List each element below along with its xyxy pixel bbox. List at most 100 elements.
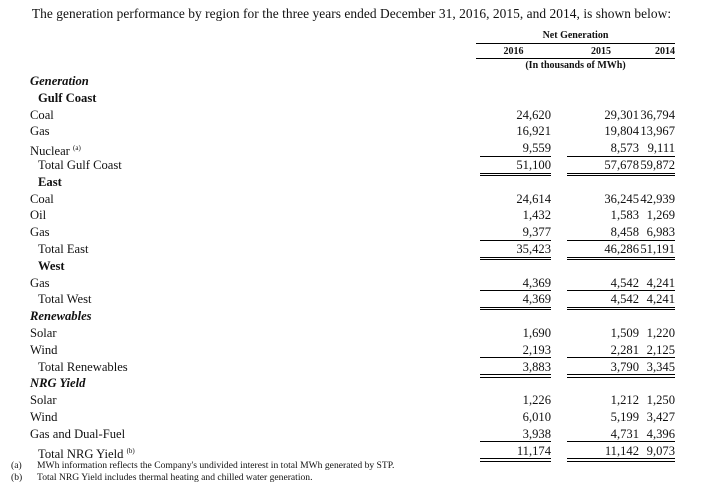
value-cell-2015: 4,542 bbox=[610, 292, 639, 307]
row-label-text: Renewables bbox=[30, 309, 92, 324]
table-row: Generation bbox=[0, 73, 703, 89]
value-cell-2014: 9,073 bbox=[646, 443, 675, 458]
row-label: Total Gulf Coast bbox=[38, 157, 122, 173]
double-underline bbox=[480, 172, 551, 174]
double-underline bbox=[567, 175, 639, 176]
row-label-text: Total NRG Yield bbox=[38, 446, 124, 461]
table-row: Total Gulf Coast 51,100 57,678 59,872 bbox=[0, 157, 703, 173]
subtotal-rule bbox=[567, 290, 639, 292]
value-cell-2014: 3,345 bbox=[646, 359, 675, 374]
value-cell-2015: 19,804 bbox=[604, 124, 639, 139]
value-cell-2016: 3,883 bbox=[522, 359, 551, 374]
value-cell-2016: 9,559 bbox=[522, 141, 551, 156]
row-label: Wind bbox=[30, 409, 57, 425]
table-row: West bbox=[0, 258, 703, 274]
table-row: Solar 1,690 1,509 1,220 bbox=[0, 325, 703, 341]
double-underline bbox=[611, 309, 675, 311]
row-label-text: NRG Yield bbox=[30, 376, 86, 391]
row-label-text: Total Gulf Coast bbox=[38, 158, 122, 172]
row-label: Oil bbox=[30, 207, 46, 223]
double-underline bbox=[567, 256, 639, 258]
table-row: East bbox=[0, 174, 703, 190]
value-cell-2016: 24,614 bbox=[516, 191, 551, 206]
header-year-2014: 2014 bbox=[655, 46, 675, 57]
row-label: Generation bbox=[30, 73, 89, 89]
value-cell-2014: 13,967 bbox=[640, 124, 675, 139]
row-label: Total Renewables bbox=[38, 359, 128, 375]
row-label-text: Nuclear bbox=[30, 144, 70, 159]
value-cell-2014: 1,269 bbox=[646, 208, 675, 223]
table-row: Coal 24,620 29,301 36,794 bbox=[0, 107, 703, 123]
double-underline bbox=[480, 458, 551, 460]
value-cell-2015: 57,678 bbox=[604, 158, 639, 172]
header-rule-mid bbox=[476, 58, 675, 59]
subtotal-rule bbox=[611, 441, 675, 443]
row-label-text: Total West bbox=[38, 292, 92, 307]
subtotal-rule bbox=[567, 155, 639, 157]
row-label: Total West bbox=[38, 291, 92, 307]
value-cell-2014: 4,396 bbox=[646, 426, 675, 441]
double-underline bbox=[567, 309, 639, 311]
subtotal-rule bbox=[480, 239, 551, 241]
row-label: Gas bbox=[30, 123, 50, 139]
row-label: Gulf Coast bbox=[38, 90, 96, 106]
double-underline bbox=[567, 460, 639, 462]
row-label: Gas bbox=[30, 275, 50, 291]
footnote-a-text: MWh information reflects the Company's u… bbox=[37, 460, 395, 471]
value-cell-2016: 2,193 bbox=[522, 342, 551, 357]
row-label-text: Total East bbox=[38, 242, 89, 256]
footnote-b-text: Total NRG Yield includes thermal heating… bbox=[37, 472, 313, 483]
double-underline bbox=[480, 306, 551, 308]
double-underline bbox=[480, 374, 551, 376]
row-label-text: Gulf Coast bbox=[38, 90, 97, 105]
row-label-text: Solar bbox=[30, 393, 57, 408]
value-cell-2015: 29,301 bbox=[604, 107, 639, 122]
value-cell-2016: 1,690 bbox=[522, 326, 551, 340]
double-underline bbox=[611, 306, 675, 308]
double-underline bbox=[480, 376, 551, 378]
row-label-text: West bbox=[38, 258, 65, 273]
row-label-text: Coal bbox=[30, 107, 54, 122]
subtotal-rule bbox=[480, 290, 551, 292]
row-label: Renewables bbox=[30, 308, 92, 324]
row-label-text: Wind bbox=[30, 342, 58, 357]
double-underline bbox=[480, 175, 551, 176]
table-row: Gas 9,377 8,458 6,983 bbox=[0, 224, 703, 240]
row-label-text: Wind bbox=[30, 410, 58, 424]
table-row: NRG Yield bbox=[0, 375, 703, 391]
table-row: Nuclear (a) 9,559 8,573 9,111 bbox=[0, 140, 703, 159]
row-label-text: Generation bbox=[30, 74, 89, 88]
double-underline bbox=[480, 460, 551, 462]
double-underline bbox=[567, 259, 639, 260]
row-label-text: Gas and Dual-Fuel bbox=[30, 426, 126, 441]
double-underline bbox=[611, 376, 675, 378]
value-cell-2014: 36,794 bbox=[640, 107, 675, 122]
double-underline bbox=[480, 309, 551, 311]
row-label: Coal bbox=[30, 191, 54, 207]
table-row: Gulf Coast bbox=[0, 90, 703, 106]
row-label: Gas bbox=[30, 224, 50, 240]
value-cell-2014: 59,872 bbox=[640, 158, 675, 172]
table-row: Total Renewables 3,883 3,790 3,345 bbox=[0, 359, 703, 375]
table-row: Total West 4,369 4,542 4,241 bbox=[0, 291, 703, 307]
row-label: Gas and Dual-Fuel bbox=[30, 426, 125, 442]
value-cell-2016: 51,100 bbox=[516, 158, 551, 172]
subtotal-rule bbox=[480, 441, 551, 443]
value-cell-2016: 1,226 bbox=[522, 393, 551, 408]
row-label: Coal bbox=[30, 107, 54, 123]
header-year-2016: 2016 bbox=[503, 46, 524, 57]
table-row: Total East 35,423 46,286 51,191 bbox=[0, 241, 703, 257]
subtotal-rule bbox=[611, 155, 675, 157]
value-cell-2015: 1,212 bbox=[610, 393, 639, 408]
row-label-text: Gas bbox=[30, 275, 50, 290]
footnote-marker: (a) bbox=[73, 144, 81, 153]
value-cell-2015: 8,458 bbox=[610, 225, 639, 240]
table-row: Renewables bbox=[0, 308, 703, 324]
value-cell-2016: 4,369 bbox=[522, 292, 551, 307]
footnote-b: (b) Total NRG Yield includes thermal heat… bbox=[11, 472, 313, 483]
value-cell-2016: 11,174 bbox=[516, 443, 551, 458]
subtotal-rule bbox=[567, 441, 639, 443]
header-units: (In thousands of MWh) bbox=[525, 60, 626, 71]
subtotal-rule bbox=[567, 357, 639, 359]
double-underline bbox=[611, 374, 675, 376]
